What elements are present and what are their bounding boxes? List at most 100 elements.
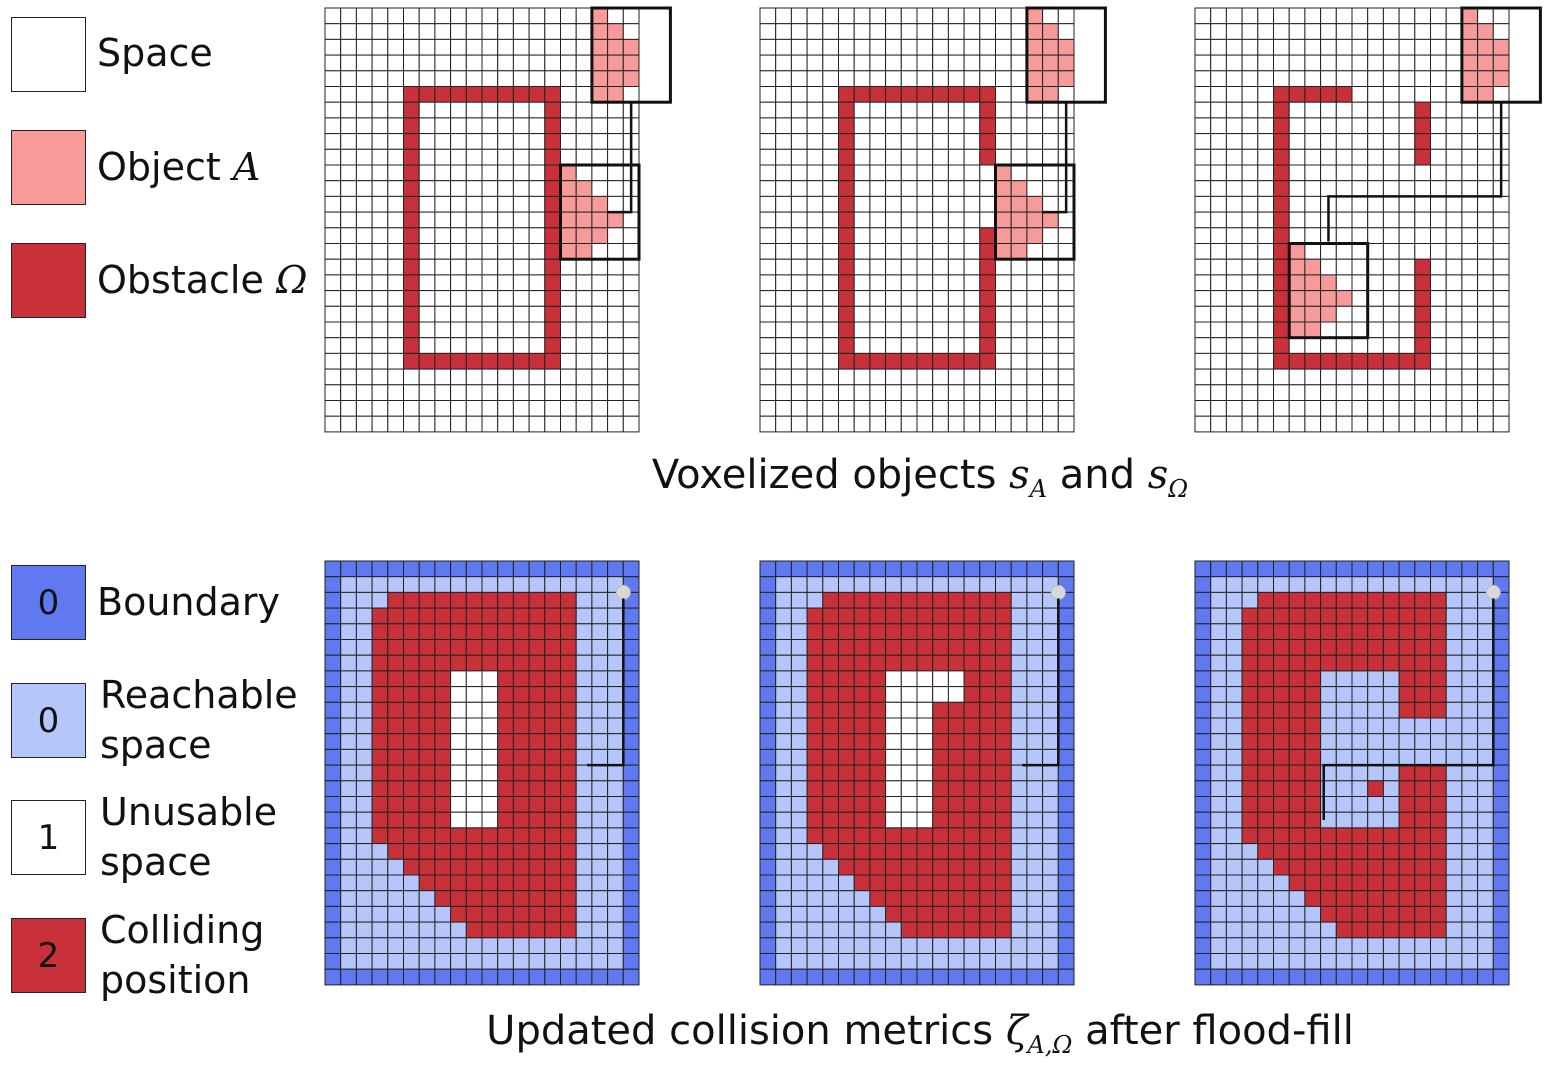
voxel-panel-3-cell	[1257, 352, 1274, 370]
voxel-panel-2-cell	[790, 368, 808, 386]
collision-panel-3-cell	[1257, 796, 1274, 813]
voxel-panel-3-cell	[1414, 211, 1432, 229]
collision-panel-2-cell	[1010, 686, 1028, 703]
voxel-panel-2-cell	[1026, 117, 1044, 135]
collision-panel-2-cell	[1026, 591, 1044, 609]
voxel-panel-3-cell	[1210, 164, 1227, 182]
voxel-panel-3-cell	[1414, 180, 1432, 197]
voxel-panel-1-cell	[403, 384, 420, 401]
voxel-panel-3-cell	[1257, 227, 1274, 245]
collision-panel-2-cell	[759, 874, 777, 892]
collision-panel-1-cell	[575, 686, 593, 703]
voxel-panel-1-cell	[481, 133, 499, 150]
voxel-panel-3-cell	[1414, 384, 1432, 401]
voxel-panel-1-cell	[418, 368, 436, 386]
collision-panel-2-cell	[916, 748, 934, 766]
collision-panel-3-cell	[1194, 843, 1212, 860]
voxel-panel-1-cell	[575, 180, 593, 197]
collision-panel-3-cell	[1210, 623, 1227, 640]
voxel-panel-1-cell	[528, 400, 546, 417]
collision-panel-2-cell	[1010, 764, 1028, 782]
voxel-panel-3-cell	[1367, 23, 1384, 40]
voxel-panel-1-cell	[355, 101, 373, 119]
collision-panel-1-cell	[355, 639, 373, 656]
collision-panel-1-cell	[591, 968, 609, 986]
voxel-panel-1-cell	[403, 54, 420, 72]
collision-panel-2-cell	[790, 858, 808, 876]
collision-panel-1-cell	[622, 686, 640, 703]
collision-panel-3-cell	[1351, 748, 1369, 766]
voxel-panel-1-cell	[622, 368, 640, 386]
collision-panel-2-cell	[885, 748, 902, 766]
collision-panel-3-cell	[1445, 591, 1463, 609]
voxel-panel-3-cell	[1273, 243, 1290, 260]
voxel-panel-1-cell	[387, 7, 404, 25]
voxel-panel-3-cell	[1398, 86, 1416, 103]
collision-panel-1-cell	[607, 890, 624, 907]
voxel-panel-2-cell	[900, 368, 918, 386]
collision-panel-3-cell	[1320, 654, 1337, 672]
collision-panel-3-cell	[1477, 796, 1494, 813]
voxel-panel-1-cell	[450, 211, 467, 229]
collision-panel-3-cell	[1445, 811, 1463, 829]
voxel-panel-2-cell	[979, 70, 997, 87]
collision-panel-3-cell	[1367, 953, 1384, 970]
collision-panel-1-cell	[497, 968, 514, 986]
collision-panel-3-cell	[1241, 654, 1259, 672]
collision-panel-3-cell	[1273, 937, 1290, 954]
voxel-panel-2-cell	[932, 7, 949, 25]
collision-panel-1-cell	[403, 654, 420, 672]
collision-panel-1-cell	[512, 591, 530, 609]
collision-panel-3-cell	[1382, 748, 1400, 766]
voxel-panel-1-cell	[450, 54, 467, 72]
voxel-panel-1-cell	[465, 101, 483, 119]
voxel-panel-3-cell	[1304, 337, 1322, 354]
voxel-panel-1-cell	[371, 54, 389, 72]
voxel-panel-2-cell	[1026, 227, 1044, 245]
voxel-panel-3-cell	[1414, 352, 1432, 370]
voxel-panel-2-cell	[963, 321, 981, 339]
voxel-panel-1-cell	[497, 54, 514, 72]
collision-panel-2-cell	[916, 890, 934, 907]
collision-panel-2-cell	[759, 639, 777, 656]
collision-panel-2-cell	[916, 858, 934, 876]
voxel-panel-2-cell	[1026, 7, 1044, 25]
collision-panel-3-cell	[1414, 717, 1432, 735]
voxel-panel-3-cell	[1351, 7, 1369, 25]
voxel-panel-2-cell	[838, 290, 855, 307]
voxel-panel-1-cell	[481, 337, 499, 354]
voxel-panel-1-cell	[497, 211, 514, 229]
voxel-panel-3-cell	[1288, 368, 1306, 386]
voxel-panel-1-cell	[340, 133, 357, 150]
collision-panel-2-cell	[806, 654, 824, 672]
voxel-panel-3-cell	[1492, 243, 1510, 260]
collision-panel-1-cell	[497, 890, 514, 907]
collision-panel-3-cell	[1304, 701, 1322, 719]
voxel-panel-3-cell	[1430, 133, 1447, 150]
voxel-panel-1-cell	[560, 384, 577, 401]
collision-panel-1-cell	[497, 591, 514, 609]
voxel-panel-2-cell	[916, 258, 934, 276]
voxel-panel-1-cell	[575, 400, 593, 417]
voxel-panel-1-cell	[324, 337, 342, 354]
voxel-panel-2-cell	[979, 400, 997, 417]
voxel-panel-2-cell	[869, 368, 887, 386]
voxel-panel-1-cell	[403, 274, 420, 292]
voxel-panel-1-cell	[544, 7, 562, 25]
voxel-panel-2-cell	[806, 54, 824, 72]
collision-panel-3-cell	[1241, 748, 1259, 766]
collision-panel-1-cell	[544, 968, 562, 986]
voxel-panel-2-cell	[1042, 54, 1059, 72]
voxel-panel-3-cell	[1225, 305, 1243, 323]
voxel-panel-3-cell	[1320, 23, 1337, 40]
caption-collision-zeta: ζ	[1005, 1008, 1028, 1054]
voxel-panel-3-cell	[1273, 400, 1290, 417]
voxel-panel-2-cell	[963, 133, 981, 150]
voxel-panel-1-cell	[371, 258, 389, 276]
voxel-panel-2-cell	[1042, 164, 1059, 182]
collision-panel-3-cell	[1398, 905, 1416, 923]
collision-panel-3-cell	[1461, 905, 1479, 923]
collision-panel-1-cell	[355, 968, 373, 986]
collision-panel-1-cell	[340, 576, 357, 593]
collision-panel-1-cell	[387, 796, 404, 813]
